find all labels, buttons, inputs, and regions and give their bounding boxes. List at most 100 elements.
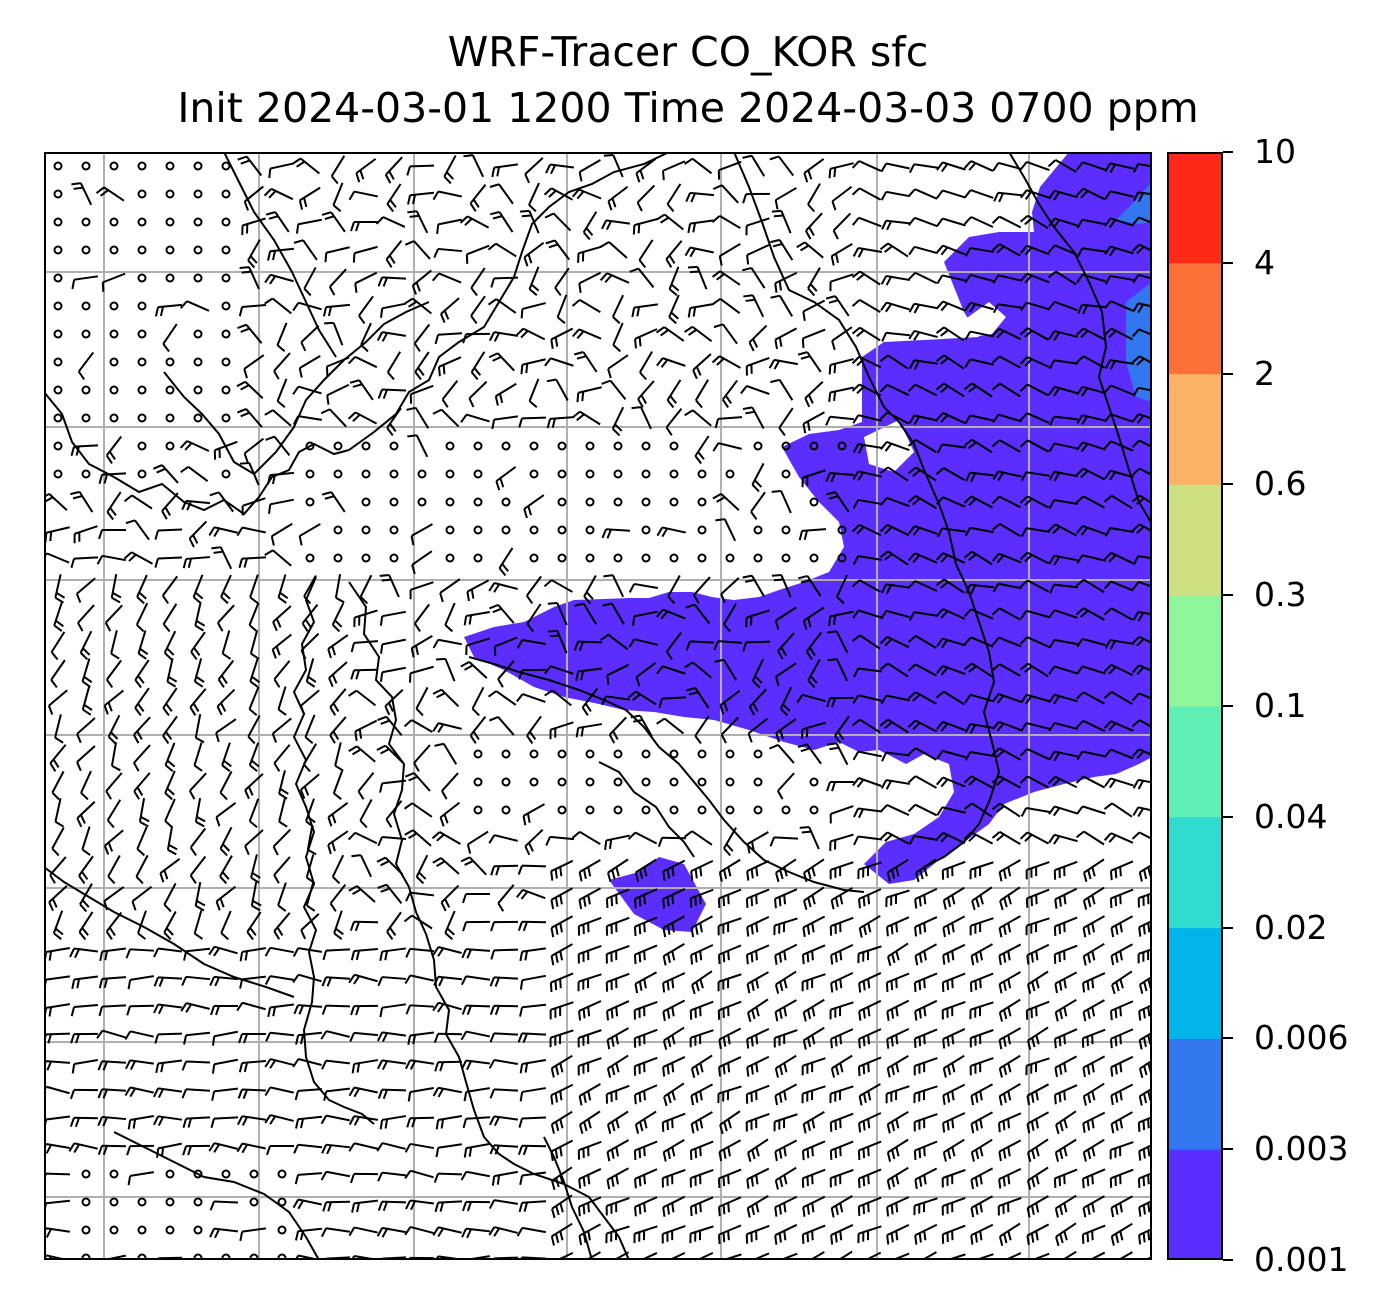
wind-barb (277, 574, 289, 604)
wind-barb (936, 664, 966, 676)
wind-barb (469, 715, 487, 744)
wind-barb (665, 407, 683, 436)
wind-barb (47, 689, 68, 715)
wind-barb (770, 378, 794, 401)
wind-barb (774, 970, 797, 994)
wind-barb (1047, 270, 1077, 286)
wind-barb (219, 770, 233, 801)
wind-barb (1026, 1138, 1049, 1162)
wind-barb (523, 494, 545, 519)
wind-barb (556, 294, 568, 325)
wind-barb (858, 1028, 882, 1049)
wind-barb (803, 886, 825, 911)
calm-wind-marker (221, 217, 231, 227)
wind-barb (908, 359, 939, 370)
wind-barb (907, 775, 937, 789)
colorbar-tick (1223, 483, 1233, 486)
wind-barb (405, 947, 435, 958)
wind-barb (578, 887, 602, 910)
wind-barb (264, 1058, 294, 1069)
wind-barb (879, 831, 910, 845)
calm-wind-marker (445, 441, 455, 451)
calm-wind-marker (165, 245, 175, 255)
colorbar-band (1167, 927, 1223, 1039)
wind-barb (1047, 244, 1078, 256)
wind-barb (851, 160, 882, 172)
map-canvas (44, 152, 1152, 1260)
wind-barb (295, 218, 322, 234)
wind-barb (574, 602, 598, 625)
wind-barb (517, 1032, 547, 1043)
wind-barb (1019, 439, 1050, 453)
wind-barb (1103, 802, 1133, 818)
wind-barb (489, 1004, 519, 1016)
wind-barb (1076, 218, 1106, 229)
wind-barb (277, 686, 287, 716)
wind-barb (348, 1142, 378, 1152)
wind-barb (935, 578, 965, 594)
wind-barb (852, 609, 882, 619)
wind-barb (655, 326, 685, 342)
wind-barb (858, 888, 882, 909)
wind-barb (1082, 999, 1105, 1022)
wind-barb (857, 1196, 882, 1216)
wind-barb (963, 636, 994, 648)
wind-barb (964, 358, 994, 368)
wind-barb (908, 216, 938, 228)
wind-barb (1054, 1138, 1077, 1162)
wind-barb (183, 1031, 211, 1045)
wind-barb (661, 160, 686, 181)
calm-wind-marker (277, 1197, 287, 1207)
wind-barb (879, 242, 909, 258)
wind-barb (718, 1027, 742, 1050)
wind-barb (886, 1223, 910, 1245)
wind-barb (101, 272, 126, 292)
wind-barb (1104, 217, 1134, 229)
wind-barb (964, 301, 994, 313)
calm-wind-marker (165, 441, 175, 451)
wind-barb (164, 742, 176, 773)
calm-wind-marker (81, 469, 91, 479)
wind-barb (217, 659, 235, 688)
wind-barb (720, 577, 740, 604)
calm-wind-marker (305, 441, 315, 451)
wind-barb (577, 945, 602, 964)
wind-barb (774, 1139, 798, 1162)
wind-barb (522, 803, 545, 826)
calm-wind-marker (473, 749, 483, 759)
wind-barb (1083, 858, 1105, 883)
wind-barb (578, 1083, 601, 1106)
calm-wind-marker (697, 805, 707, 815)
wind-barb (1104, 274, 1134, 285)
wind-barb (685, 603, 711, 625)
wind-barb (605, 1084, 630, 1104)
wind-barb (881, 583, 911, 594)
wind-barb (971, 886, 993, 911)
wind-barb (348, 885, 376, 903)
wind-barb (550, 1139, 574, 1162)
calm-wind-marker (137, 413, 147, 423)
wind-barb (76, 745, 96, 772)
calm-wind-marker (445, 525, 455, 535)
wind-barb (1048, 189, 1078, 201)
wind-barb (248, 602, 260, 633)
wind-barb (544, 357, 574, 367)
colorbar-tick-label: 2 (1254, 353, 1275, 393)
wind-barb (264, 273, 294, 285)
wind-barb (689, 1029, 714, 1048)
colorbar-tick-label: 0.02 (1254, 907, 1328, 947)
wind-barb (162, 603, 178, 633)
wind-barb (936, 720, 966, 732)
colorbar-tick-label: 0.003 (1254, 1129, 1349, 1169)
wind-barb (992, 303, 1023, 314)
calm-wind-marker (725, 749, 735, 759)
wind-barb (852, 498, 882, 509)
calm-wind-marker (109, 217, 119, 227)
wind-barb (1075, 495, 1106, 509)
wind-barb (685, 191, 715, 203)
wind-barb (852, 555, 883, 565)
calm-wind-marker (109, 301, 119, 311)
wind-barb (551, 1166, 573, 1191)
wind-barb (379, 1115, 407, 1130)
wind-barb (964, 723, 995, 734)
